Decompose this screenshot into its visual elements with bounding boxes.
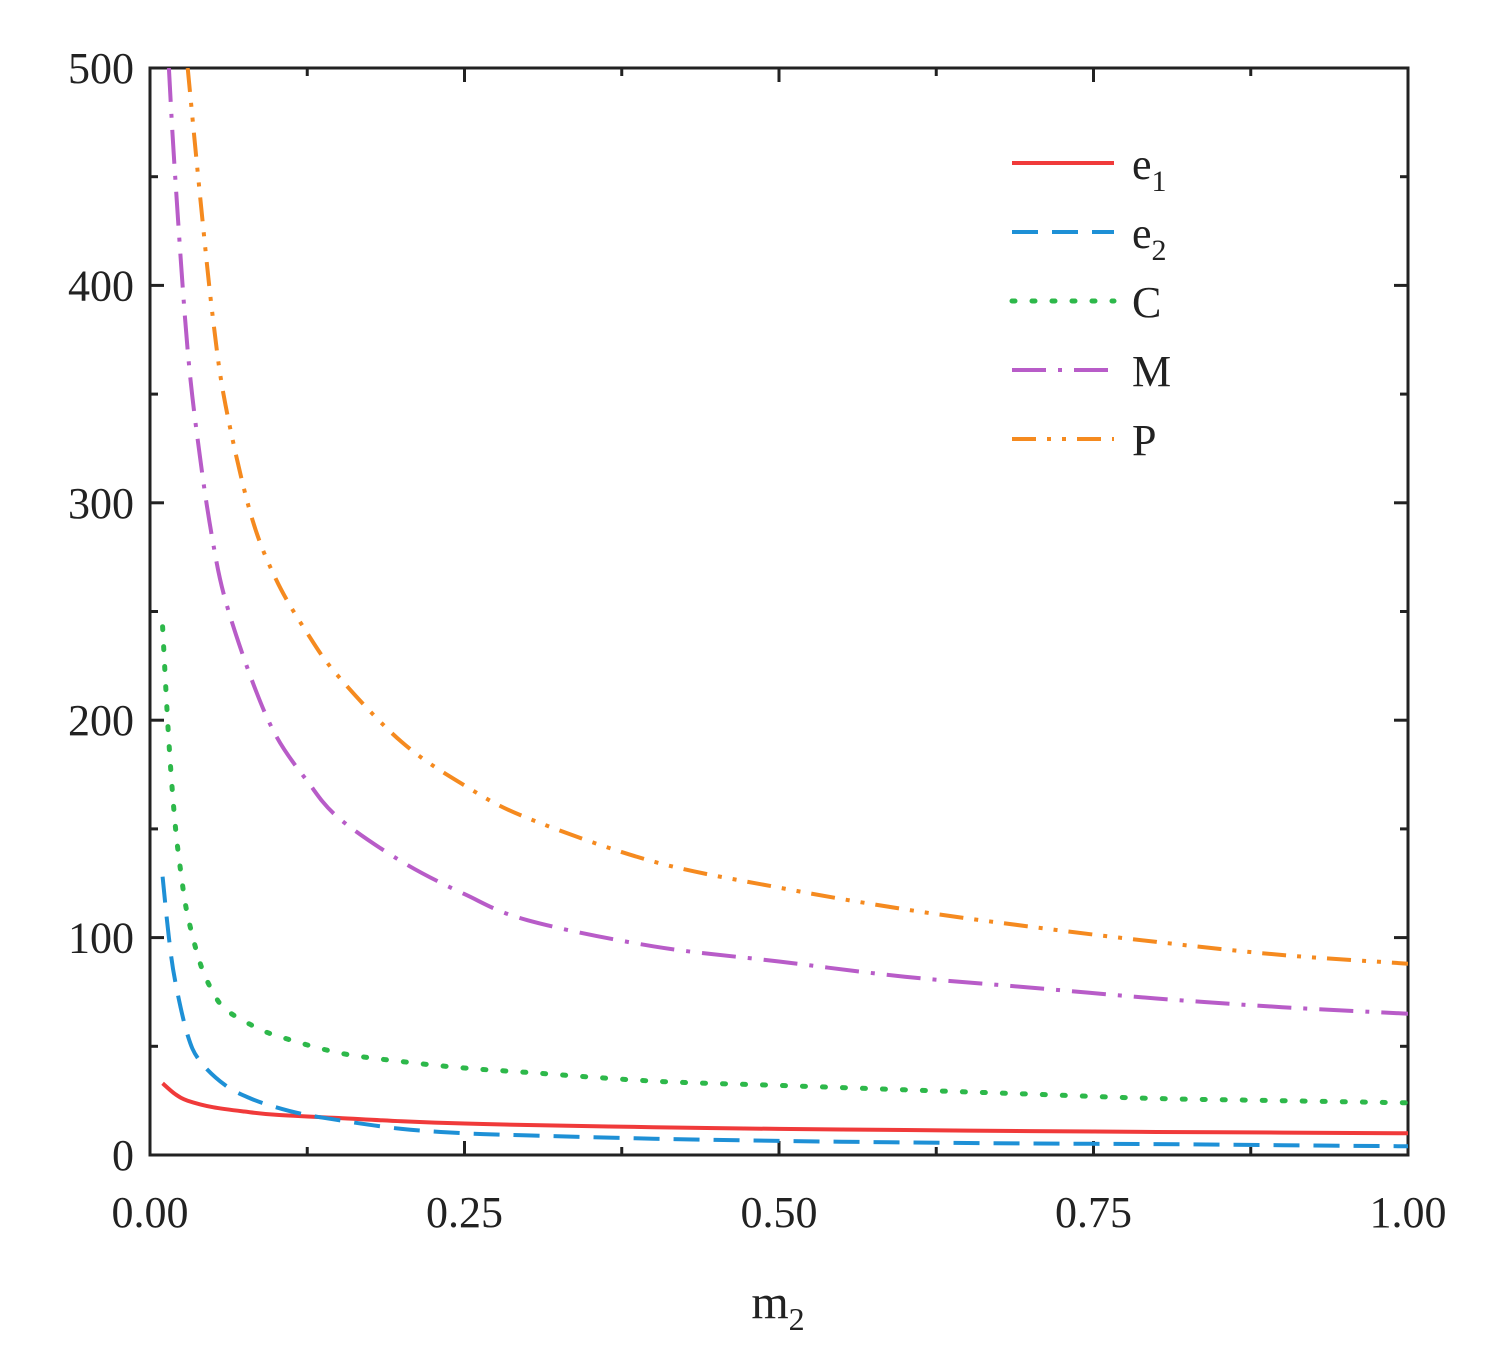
y-tick-label: 0 bbox=[112, 1131, 134, 1180]
y-tick-label: 100 bbox=[68, 914, 134, 963]
legend-label: e1 bbox=[1132, 140, 1167, 198]
legend-label: P bbox=[1132, 416, 1156, 465]
x-tick-label: 0.75 bbox=[1055, 1188, 1132, 1237]
series-layer bbox=[160, 68, 1408, 1149]
y-tick-label: 300 bbox=[68, 479, 134, 528]
legend-label: M bbox=[1132, 347, 1171, 396]
x-tick-label: 0.00 bbox=[112, 1188, 189, 1237]
series-line-p bbox=[185, 68, 1408, 966]
series-line-e2 bbox=[160, 876, 1408, 1149]
series-line-m bbox=[166, 68, 1408, 1016]
series-line-c bbox=[160, 624, 1408, 1106]
legend: e1 e2 CMP bbox=[1009, 140, 1171, 465]
x-axis-title: m2 bbox=[751, 1276, 804, 1337]
axis-ticks bbox=[148, 66, 1410, 1157]
x-tick-label: 1.00 bbox=[1370, 1188, 1447, 1237]
legend-label: e2 bbox=[1132, 209, 1167, 267]
tick-labels: 0.00 0.25 0.50 0.75 1.00 0 100 200 300 400 500 bbox=[68, 44, 1447, 1237]
series-line-e1 bbox=[161, 1081, 1408, 1136]
y-tick-label: 200 bbox=[68, 696, 134, 745]
plot-border bbox=[148, 66, 1410, 1157]
legend-label: C bbox=[1132, 278, 1161, 327]
x-tick-label: 0.50 bbox=[741, 1188, 818, 1237]
plot-frame bbox=[148, 66, 1410, 1157]
y-tick-label: 400 bbox=[68, 261, 134, 310]
y-tick-label: 500 bbox=[68, 44, 134, 93]
x-tick-label: 0.25 bbox=[426, 1188, 503, 1237]
